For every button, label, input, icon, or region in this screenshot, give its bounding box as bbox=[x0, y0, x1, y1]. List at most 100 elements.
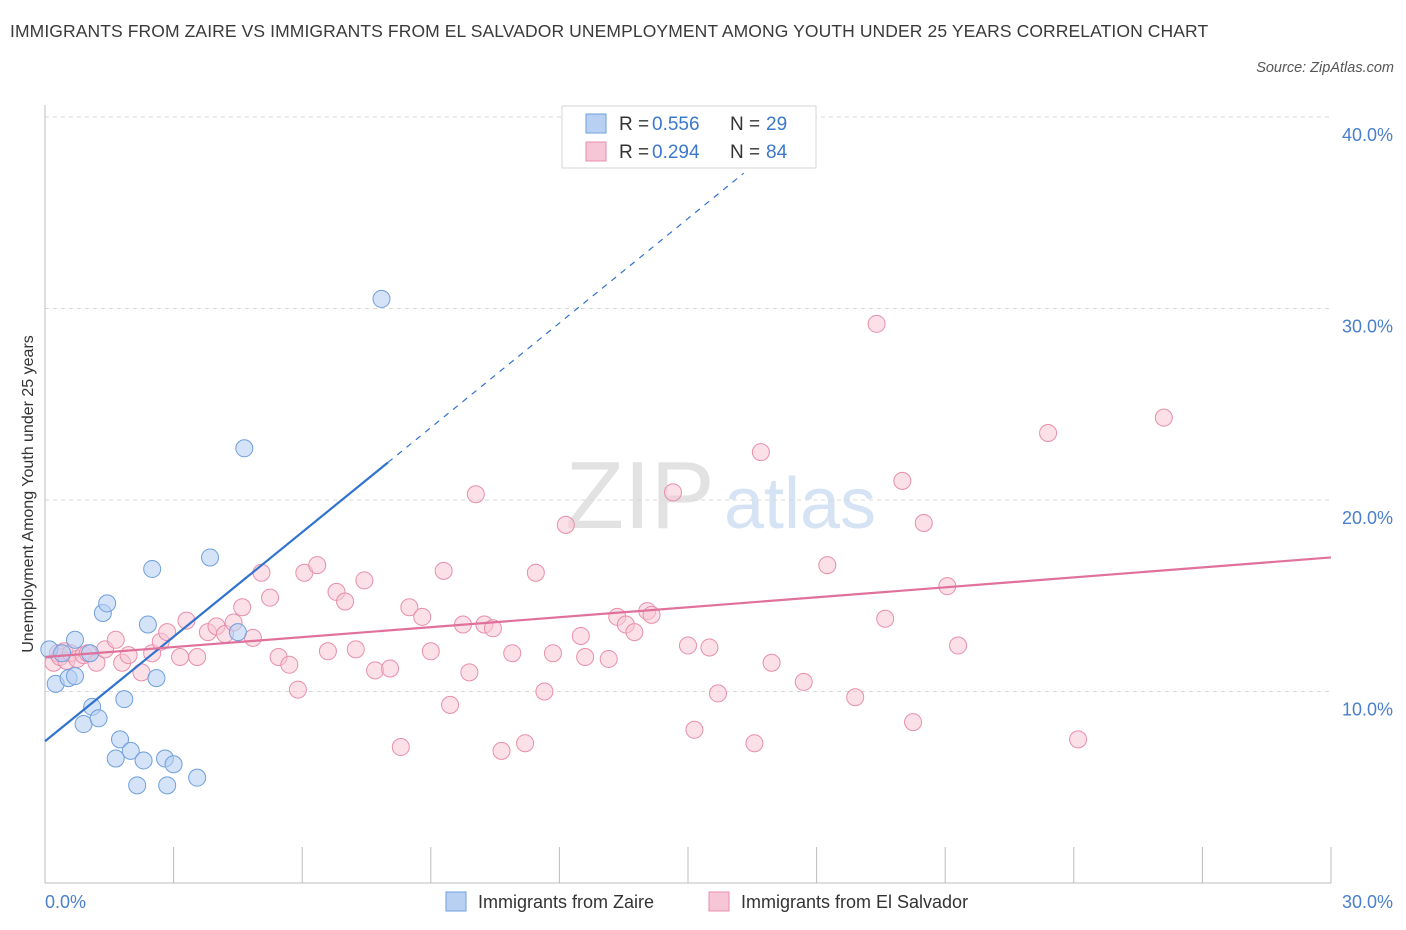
data-point-zaire bbox=[128, 776, 147, 795]
data-point-el-salvador bbox=[261, 588, 280, 607]
data-point-el-salvador bbox=[876, 609, 895, 628]
data-point-el-salvador bbox=[1069, 730, 1088, 749]
data-point-el-salvador bbox=[171, 648, 190, 667]
data-point-el-salvador bbox=[685, 720, 704, 739]
data-point-zaire bbox=[89, 709, 108, 728]
legend-n-value-el-salvador: 84 bbox=[766, 142, 788, 163]
data-point-zaire bbox=[188, 768, 207, 787]
data-point-zaire bbox=[235, 439, 254, 458]
x-tick-marks bbox=[44, 847, 1332, 883]
data-point-zaire bbox=[147, 669, 166, 688]
bottom-legend-label-zaire: Immigrants from Zaire bbox=[478, 892, 654, 912]
data-point-el-salvador bbox=[336, 592, 355, 611]
data-point-el-salvador bbox=[709, 684, 728, 703]
data-point-zaire bbox=[372, 289, 391, 308]
data-point-zaire bbox=[98, 594, 117, 613]
data-point-el-salvador bbox=[762, 653, 781, 672]
tick-labels: 10.0% 20.0% 30.0% 40.0% 0.0% 30.0% bbox=[45, 125, 1393, 912]
data-point-zaire bbox=[121, 741, 140, 760]
watermark-zip: ZIP bbox=[565, 442, 714, 549]
data-point-el-salvador bbox=[949, 636, 968, 655]
data-point-el-salvador bbox=[679, 636, 697, 655]
data-point-el-salvador bbox=[1154, 408, 1173, 427]
legend-r-value-zaire: 0.556 bbox=[652, 114, 700, 135]
data-point-el-salvador bbox=[663, 483, 682, 502]
data-point-el-salvador bbox=[483, 619, 502, 638]
data-point-el-salvador bbox=[700, 638, 719, 657]
x-tick-label: 0.0% bbox=[45, 892, 86, 912]
legend-n-label-el-salvador: N = bbox=[730, 142, 760, 163]
data-point-el-salvador bbox=[818, 556, 837, 575]
trend-line-zaire bbox=[44, 461, 389, 743]
data-point-el-salvador bbox=[280, 655, 299, 674]
data-point-zaire bbox=[115, 690, 134, 709]
bottom-legend-swatch-el-salvador bbox=[708, 891, 730, 912]
data-point-el-salvador bbox=[355, 571, 374, 590]
data-point-zaire bbox=[66, 667, 85, 686]
series-legend: Immigrants from Zaire Immigrants from El… bbox=[445, 891, 968, 912]
y-tick-label: 20.0% bbox=[1342, 508, 1393, 528]
data-point-el-salvador bbox=[233, 598, 252, 617]
data-point-el-salvador bbox=[1039, 423, 1058, 442]
data-point-el-salvador bbox=[625, 623, 644, 642]
data-point-el-salvador bbox=[366, 661, 385, 680]
data-point-el-salvador bbox=[745, 734, 764, 753]
data-point-el-salvador bbox=[252, 563, 271, 582]
trend-line-el-salvador bbox=[44, 556, 1332, 659]
data-point-zaire bbox=[138, 615, 157, 634]
data-point-el-salvador bbox=[526, 563, 545, 582]
data-point-zaire bbox=[66, 630, 85, 649]
data-point-el-salvador bbox=[434, 561, 453, 580]
data-point-el-salvador bbox=[318, 642, 337, 661]
data-point-el-salvador bbox=[846, 688, 865, 707]
y-tick-label: 40.0% bbox=[1342, 125, 1393, 145]
data-point-el-salvador bbox=[460, 663, 479, 682]
bottom-legend-swatch-zaire bbox=[445, 891, 467, 912]
data-point-zaire bbox=[74, 715, 93, 734]
legend-r-label-el-salvador: R = bbox=[619, 142, 649, 163]
x-tick-label: 30.0% bbox=[1342, 892, 1393, 912]
legend-r-value-el-salvador: 0.294 bbox=[652, 142, 700, 163]
data-point-el-salvador bbox=[421, 642, 440, 661]
legend-n-label-zaire: N = bbox=[730, 114, 760, 135]
data-point-el-salvador bbox=[106, 630, 125, 649]
chart-title: IMMIGRANTS FROM ZAIRE VS IMMIGRANTS FROM… bbox=[10, 21, 1209, 41]
data-point-el-salvador bbox=[543, 644, 562, 663]
legend-n-value-zaire: 29 bbox=[766, 114, 787, 135]
data-point-zaire bbox=[53, 644, 72, 663]
data-point-el-salvador bbox=[914, 513, 933, 532]
data-point-el-salvador bbox=[576, 648, 595, 667]
bottom-legend-label-el-salvador: Immigrants from El Salvador bbox=[741, 892, 968, 912]
data-point-el-salvador bbox=[516, 734, 535, 753]
data-point-zaire bbox=[106, 749, 125, 768]
data-point-zaire bbox=[158, 776, 177, 795]
y-tick-label: 10.0% bbox=[1342, 700, 1393, 720]
data-point-el-salvador bbox=[503, 644, 522, 663]
trend-line-zaire-extension bbox=[387, 172, 745, 463]
legend-swatch-el-salvador bbox=[585, 141, 607, 162]
data-point-el-salvador bbox=[400, 598, 419, 617]
data-point-zaire bbox=[164, 755, 183, 774]
data-point-el-salvador bbox=[288, 680, 307, 699]
data-point-el-salvador bbox=[381, 659, 400, 678]
data-point-el-salvador bbox=[243, 628, 262, 647]
data-point-zaire bbox=[111, 730, 130, 749]
data-point-el-salvador bbox=[556, 515, 575, 534]
data-point-el-salvador bbox=[893, 471, 912, 490]
trend-lines bbox=[44, 172, 1332, 743]
source-credit: Source: ZipAtlas.com bbox=[1256, 60, 1394, 76]
data-point-el-salvador bbox=[391, 738, 410, 757]
data-point-el-salvador bbox=[413, 607, 432, 626]
data-point-el-salvador bbox=[188, 648, 207, 667]
data-point-el-salvador bbox=[492, 741, 511, 760]
data-point-el-salvador bbox=[867, 314, 886, 333]
data-point-el-salvador bbox=[794, 672, 813, 691]
data-point-el-salvador bbox=[346, 640, 365, 659]
data-point-el-salvador bbox=[441, 695, 460, 714]
zaire-points bbox=[40, 289, 391, 795]
correlation-legend: R = 0.556 N = 29 R = 0.294 N = 84 bbox=[561, 105, 817, 169]
data-point-zaire bbox=[143, 559, 162, 578]
data-point-el-salvador bbox=[466, 485, 485, 504]
data-point-el-salvador bbox=[535, 682, 554, 701]
